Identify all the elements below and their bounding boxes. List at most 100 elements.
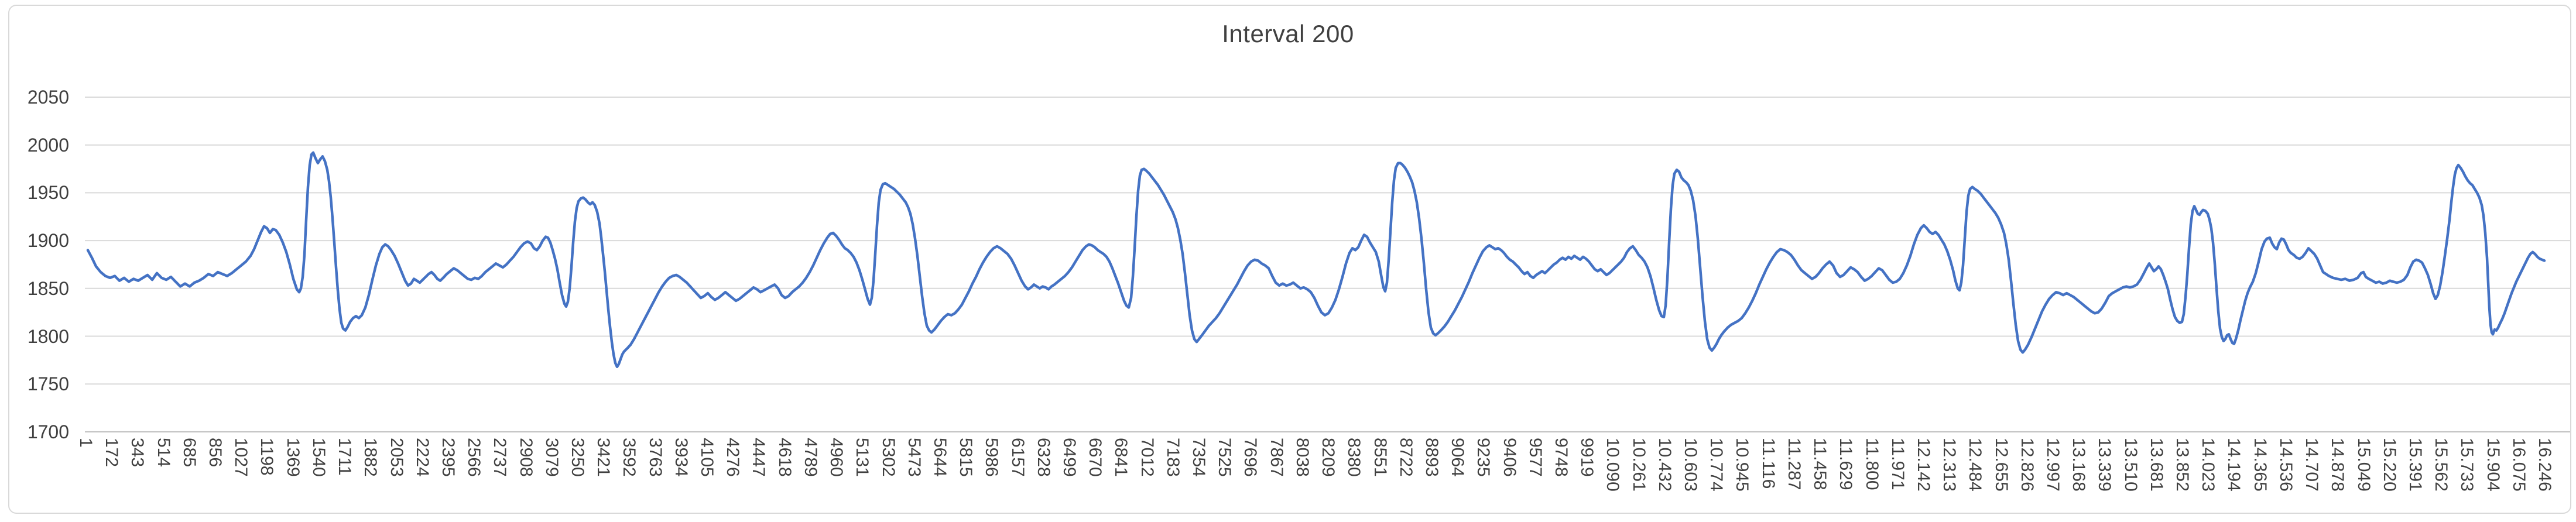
y-axis-tick-label: 1950 (27, 182, 69, 204)
y-axis-tick-label: 1850 (27, 277, 69, 299)
x-axis-tick-label: 14.536 (2276, 438, 2296, 492)
x-axis-tick-label: 14.707 (2302, 438, 2322, 492)
x-axis-tick-label: 9064 (1448, 438, 1468, 477)
x-axis-tick-label: 856 (205, 438, 225, 468)
x-axis-tick-label: 9748 (1551, 438, 1571, 477)
x-axis-tick-label: 13.339 (2095, 438, 2115, 492)
x-axis-tick-label: 2566 (464, 438, 484, 477)
x-axis-tick-label: 2224 (412, 438, 432, 477)
x-axis-tick-label: 12.484 (1965, 438, 1985, 492)
x-axis-tick-label: 15.562 (2431, 438, 2451, 492)
y-axis-tick-label: 1900 (27, 230, 69, 252)
x-axis-tick-label: 11.800 (1862, 438, 1882, 490)
x-axis-tick-label: 3763 (645, 438, 665, 477)
x-axis-tick-label: 11.971 (1888, 438, 1907, 490)
x-axis-tick-label: 15.904 (2483, 438, 2503, 492)
x-axis-tick-label: 11.629 (1836, 438, 1856, 490)
y-axis-tick-label: 1800 (27, 325, 69, 347)
x-axis-tick-label: 14.878 (2328, 438, 2348, 492)
x-axis-tick-label: 8551 (1370, 438, 1390, 477)
x-axis-tick-label: 15.733 (2457, 438, 2477, 492)
x-axis-tick-label: 14.023 (2198, 438, 2218, 492)
chart-title: Interval 200 (1222, 20, 1354, 47)
x-axis-tick-label: 1369 (283, 438, 303, 477)
x-axis-tick-label: 2395 (438, 438, 458, 477)
x-axis-tick-label: 3250 (568, 438, 587, 477)
x-axis-tick-label: 5302 (878, 438, 898, 477)
x-axis-tick-label: 13.852 (2173, 438, 2193, 492)
x-axis-tick-label: 4960 (827, 438, 847, 477)
x-axis-tick-label: 15.049 (2354, 438, 2373, 492)
chart-border (8, 5, 2571, 514)
x-axis-tick-label: 4276 (723, 438, 743, 477)
x-axis-tick-label: 2737 (490, 438, 510, 477)
x-axis-tick-label: 1027 (231, 438, 251, 477)
y-axis-tick-label: 1750 (27, 373, 69, 395)
data-series-line (86, 151, 2546, 369)
x-axis-tick-label: 10.261 (1629, 438, 1649, 492)
x-axis-tick-label: 343 (128, 438, 148, 468)
x-axis-tick-label: 6157 (1008, 438, 1027, 477)
x-axis-tick-label: 9577 (1525, 438, 1545, 477)
x-axis-tick-label: 6499 (1060, 438, 1079, 477)
x-axis-tick-label: 2908 (516, 438, 536, 477)
x-axis-tick-label: 14.365 (2250, 438, 2270, 492)
x-axis-tick-label: 9406 (1499, 438, 1519, 477)
x-axis-tick-label: 5644 (930, 438, 950, 477)
x-axis-tick-label: 5473 (904, 438, 924, 477)
x-axis-tick-label: 11.458 (1810, 438, 1830, 490)
x-axis-tick-label: 8038 (1292, 438, 1312, 477)
x-axis-tick-label: 10.090 (1603, 438, 1623, 492)
x-axis-tick-label: 7696 (1241, 438, 1260, 477)
x-axis-tick-label: 13.510 (2121, 438, 2140, 492)
y-axis-tick-label: 2050 (27, 87, 69, 108)
x-axis-tick-label: 12.826 (2017, 438, 2037, 492)
x-axis-tick-label: 12.655 (1991, 438, 2011, 492)
x-axis-tick-label: 685 (179, 438, 199, 468)
x-axis-tick-label: 4447 (749, 438, 769, 477)
x-axis-tick-label: 9235 (1474, 438, 1493, 477)
x-axis-tick-label: 5986 (982, 438, 1002, 477)
x-axis-tick-label: 5815 (956, 438, 976, 477)
x-axis-tick-label: 1198 (257, 438, 277, 476)
x-axis-tick-label: 172 (102, 438, 122, 468)
x-axis-tick-label: 11.116 (1758, 438, 1778, 489)
x-axis-tick-label: 5131 (852, 438, 872, 477)
x-axis-tick-label: 1882 (361, 438, 381, 477)
x-axis-tick-label: 8893 (1421, 438, 1441, 477)
y-axis-tick-label: 1700 (27, 421, 69, 442)
x-axis-tick-label: 12.313 (1940, 438, 1960, 492)
x-axis-tick-label: 10.603 (1681, 438, 1701, 492)
x-axis-tick-label: 7183 (1163, 438, 1183, 477)
x-axis-tick-label: 16.075 (2509, 438, 2529, 492)
x-axis-tick-label: 4789 (800, 438, 820, 477)
x-axis-tick-label: 10.432 (1654, 438, 1674, 492)
x-axis-tick-label: 7012 (1137, 438, 1157, 477)
x-axis-tick-label: 10.774 (1707, 438, 1727, 492)
x-axis-tick-label: 6670 (1085, 438, 1105, 477)
x-axis-tick-label: 1711 (335, 438, 355, 476)
x-axis-tick-label: 15.220 (2379, 438, 2399, 492)
x-axis-tick-label: 3079 (542, 438, 561, 477)
x-axis-tick-label: 15.391 (2405, 438, 2425, 492)
x-axis-tick-label: 6841 (1111, 438, 1131, 477)
x-axis-tick-label: 11.287 (1784, 438, 1804, 490)
x-axis-tick-label: 10.945 (1732, 438, 1752, 492)
x-axis-tick-label: 8722 (1396, 438, 1416, 477)
x-axis-tick-label: 2053 (386, 438, 406, 477)
x-axis-tick-label: 9919 (1577, 438, 1597, 477)
x-axis-tick-label: 7867 (1266, 438, 1286, 477)
x-axis-tick-label: 13.681 (2146, 438, 2166, 492)
x-axis-tick-label: 514 (153, 438, 173, 468)
x-axis-tick-label: 16.246 (2535, 438, 2554, 492)
x-axis-tick-label: 4105 (697, 438, 717, 477)
x-axis-tick-label: 1540 (309, 438, 328, 477)
x-axis-tick-label: 12.997 (2043, 438, 2063, 492)
x-axis-tick-label: 13.168 (2069, 438, 2089, 492)
x-axis-tick-label: 4618 (775, 438, 794, 477)
x-axis-tick-label: 6328 (1033, 438, 1053, 477)
x-axis-tick-label: 8209 (1318, 438, 1338, 477)
x-axis-tick-label: 14.194 (2224, 438, 2244, 492)
